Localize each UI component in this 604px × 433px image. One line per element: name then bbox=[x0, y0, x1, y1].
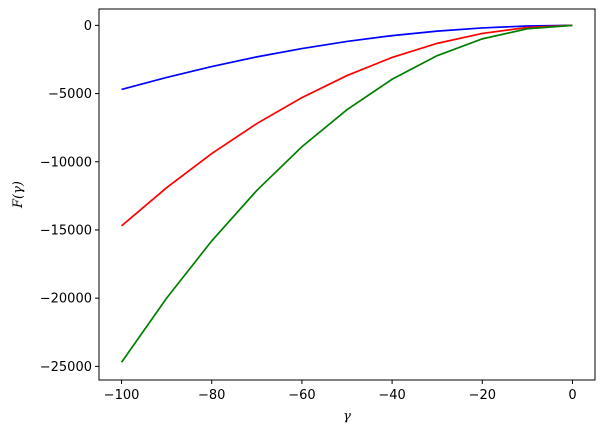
x-tick-label: 0 bbox=[568, 388, 576, 403]
x-tick-label: −60 bbox=[288, 388, 315, 403]
series-line-3 bbox=[120, 24, 573, 363]
series-layer bbox=[120, 24, 573, 363]
x-tick-label: −100 bbox=[104, 388, 140, 403]
y-tick-label: −5000 bbox=[48, 87, 92, 102]
x-axis-label: γ bbox=[343, 409, 351, 424]
y-tick-label: −25000 bbox=[40, 360, 92, 375]
series-line-2 bbox=[121, 24, 573, 227]
x-tick-label: −20 bbox=[469, 388, 496, 403]
y-tick-label: −15000 bbox=[40, 223, 92, 238]
y-axis: 0 −5000 −10000 −15000 −20000 −25000 bbox=[40, 19, 99, 375]
y-tick-label: −10000 bbox=[40, 155, 92, 170]
y-tick-label: 0 bbox=[84, 19, 92, 34]
x-axis: −100 −80 −60 −40 −20 0 bbox=[104, 380, 577, 403]
x-tick-label: −40 bbox=[378, 388, 405, 403]
x-tick-label: −80 bbox=[198, 388, 225, 403]
y-axis-label: F(γ) bbox=[11, 181, 26, 209]
plot-frame bbox=[98, 8, 596, 381]
y-tick-label: −20000 bbox=[40, 292, 92, 307]
series-line-1 bbox=[121, 24, 573, 91]
